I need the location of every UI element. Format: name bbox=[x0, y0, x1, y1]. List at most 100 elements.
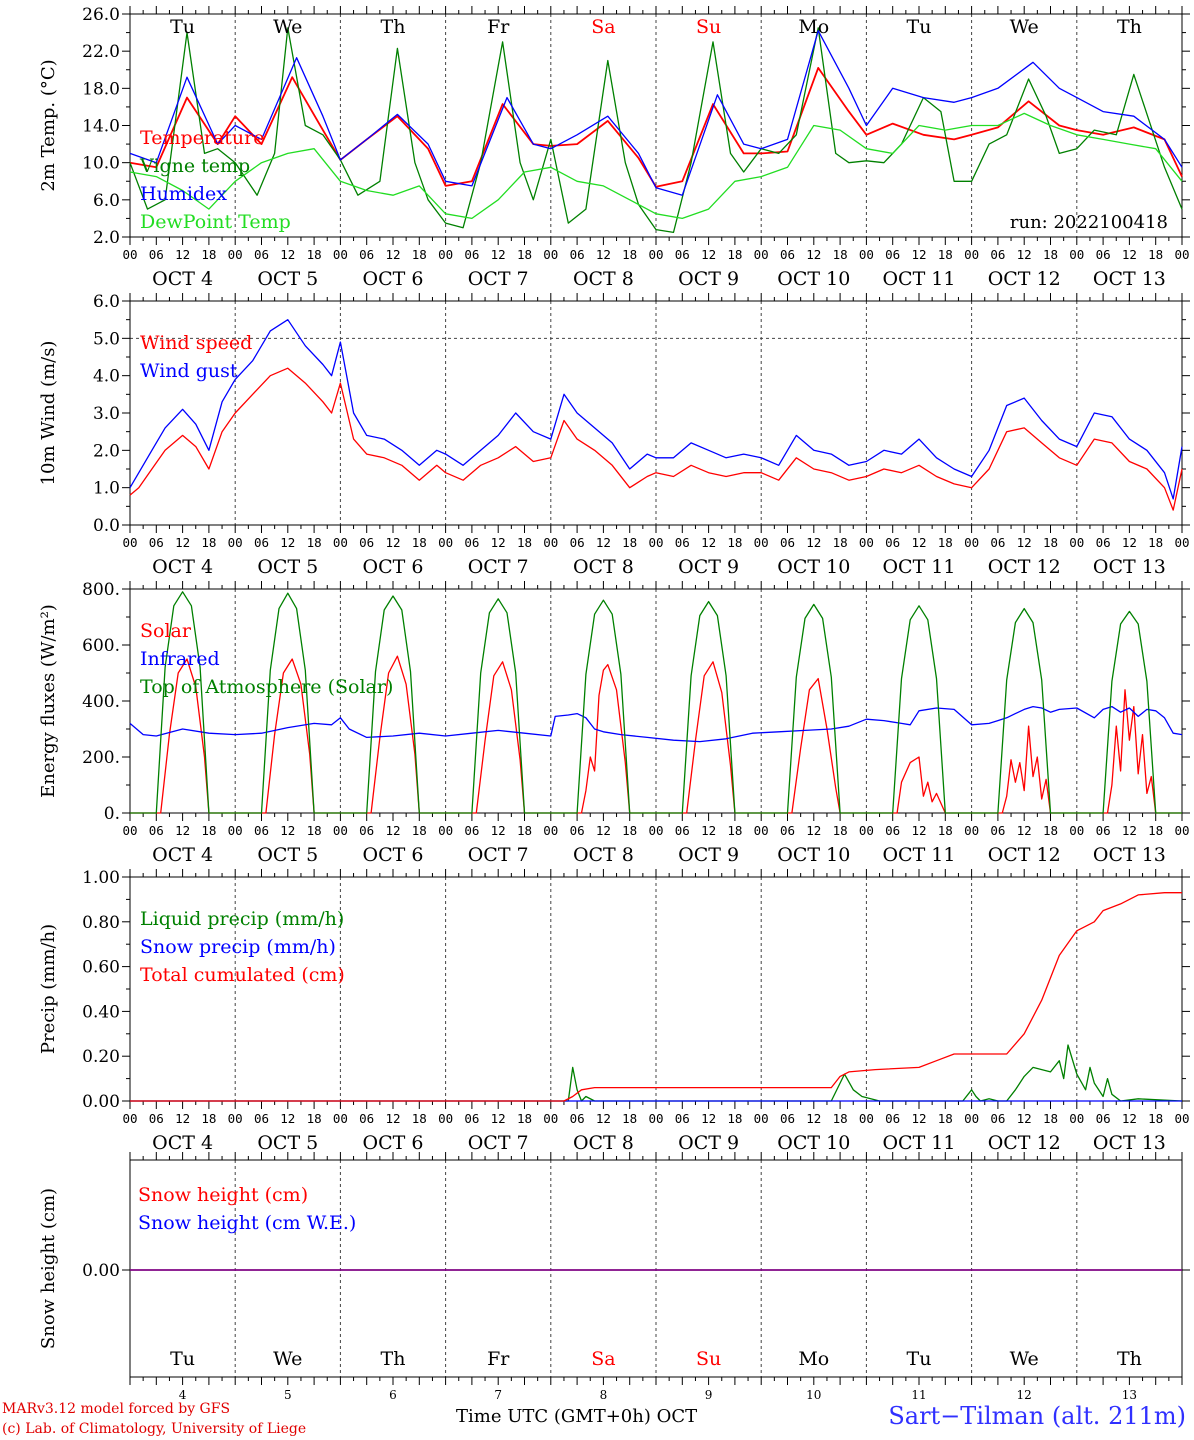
panel-4: 0.00 0.20 0.40 0.60 0.80 1.00 Precip (mm/h) 00 0… bbox=[38, 868, 1190, 1154]
series-line-4-3 bbox=[130, 892, 1182, 1102]
hour-tick-label: 06 bbox=[254, 247, 269, 262]
y-axis-label: 10m Wind (m/s) bbox=[38, 341, 59, 486]
legend-entry: Solar bbox=[140, 620, 192, 642]
hour-tick-label: 18 bbox=[622, 1111, 637, 1126]
hour-tick-label: 06 bbox=[1096, 823, 1111, 838]
legend-entry: Snow precip (mm/h) bbox=[140, 936, 336, 958]
date-label: OCT 5 bbox=[257, 268, 318, 290]
hour-tick-label: 00 bbox=[754, 1111, 769, 1126]
hour-tick-label: 06 bbox=[675, 823, 690, 838]
weekday-label-bottom: We bbox=[1010, 1348, 1039, 1370]
date-label: OCT 10 bbox=[777, 844, 850, 866]
hour-tick-label: 18 bbox=[938, 823, 953, 838]
legend-entry: Snow height (cm W.E.) bbox=[138, 1212, 356, 1234]
day-number-label: 7 bbox=[494, 1388, 502, 1402]
weekday-label-top: Mo bbox=[798, 16, 829, 38]
hour-tick-label: 00 bbox=[438, 823, 453, 838]
weekday-label-top: Th bbox=[1117, 16, 1142, 38]
credit-lab: (c) Lab. of Climatology, University of L… bbox=[2, 1421, 307, 1437]
weekday-label-bottom: Fr bbox=[487, 1348, 510, 1370]
date-label: OCT 6 bbox=[363, 268, 424, 290]
y-tick-label: 400. bbox=[82, 692, 120, 712]
series-line-3-2 bbox=[129, 705, 1183, 743]
hour-tick-label: 00 bbox=[122, 535, 137, 550]
date-label: OCT 9 bbox=[678, 1132, 739, 1154]
hour-tick-label: 06 bbox=[885, 1111, 900, 1126]
y-axis-label: Snow height (cm) bbox=[38, 1188, 59, 1349]
hour-tick-label: 12 bbox=[280, 535, 295, 550]
day-number-label: 6 bbox=[389, 1388, 397, 1402]
date-label: OCT 13 bbox=[1093, 268, 1166, 290]
weekday-label-bottom: Sa bbox=[591, 1348, 615, 1370]
y-axis-label: Energy fluxes (W/m²) bbox=[38, 604, 59, 798]
date-label: OCT 5 bbox=[257, 1132, 318, 1154]
legend-entry: Vigne temp bbox=[139, 155, 250, 177]
date-label: OCT 8 bbox=[573, 844, 634, 866]
hour-tick-label: 12 bbox=[175, 823, 190, 838]
y-tick-label: 3.0 bbox=[93, 404, 120, 424]
hour-tick-label: 06 bbox=[885, 247, 900, 262]
date-label: OCT 5 bbox=[257, 844, 318, 866]
date-label: OCT 12 bbox=[988, 268, 1061, 290]
hour-tick-label: 00 bbox=[333, 535, 348, 550]
date-label: OCT 12 bbox=[988, 844, 1061, 866]
hour-tick-label: 00 bbox=[228, 823, 243, 838]
date-label: OCT 8 bbox=[573, 268, 634, 290]
y-tick-label: 26.0 bbox=[82, 5, 120, 25]
y-tick-label: 0.80 bbox=[82, 913, 120, 933]
hour-tick-label: 18 bbox=[201, 247, 216, 262]
hour-tick-label: 06 bbox=[359, 823, 374, 838]
date-label: OCT 13 bbox=[1093, 844, 1166, 866]
hour-tick-label: 18 bbox=[938, 535, 953, 550]
weekday-label-bottom: Th bbox=[1117, 1348, 1142, 1370]
hour-tick-label: 12 bbox=[1122, 247, 1137, 262]
hour-tick-label: 18 bbox=[1043, 247, 1058, 262]
date-label: OCT 10 bbox=[777, 1132, 850, 1154]
hour-tick-label: 00 bbox=[859, 823, 874, 838]
hour-tick-label: 06 bbox=[464, 1111, 479, 1126]
hour-tick-label: 12 bbox=[175, 535, 190, 550]
date-label: OCT 11 bbox=[882, 268, 955, 290]
hour-tick-label: 06 bbox=[464, 247, 479, 262]
hour-tick-label: 12 bbox=[280, 247, 295, 262]
hour-tick-label: 12 bbox=[175, 1111, 190, 1126]
hour-tick-label: 00 bbox=[1069, 1111, 1084, 1126]
hour-tick-label: 18 bbox=[727, 823, 742, 838]
hour-tick-label: 18 bbox=[307, 1111, 322, 1126]
hour-tick-label: 12 bbox=[911, 1111, 926, 1126]
series-line-3-3 bbox=[130, 591, 1182, 814]
date-label: OCT 7 bbox=[468, 844, 529, 866]
y-tick-label: 18.0 bbox=[82, 79, 120, 99]
hour-tick-label: 00 bbox=[1174, 247, 1189, 262]
hour-tick-label: 06 bbox=[675, 247, 690, 262]
weekday-label-bottom: Mo bbox=[798, 1348, 829, 1370]
panel-1: 2.0 6.0 10.0 14.0 18.0 22.0 26.0 2m Temp. (°C) 0… bbox=[38, 5, 1190, 290]
hour-tick-label: 00 bbox=[438, 535, 453, 550]
weekday-label-top: Tu bbox=[907, 16, 932, 38]
date-label: OCT 9 bbox=[678, 556, 739, 578]
hour-tick-label: 12 bbox=[491, 535, 506, 550]
hour-tick-label: 18 bbox=[727, 1111, 742, 1126]
hour-tick-label: 18 bbox=[517, 1111, 532, 1126]
hour-tick-label: 06 bbox=[254, 1111, 269, 1126]
day-number-label: 4 bbox=[179, 1388, 187, 1402]
hour-tick-label: 18 bbox=[727, 535, 742, 550]
hour-tick-label: 18 bbox=[517, 535, 532, 550]
y-tick-label: 0.00 bbox=[82, 1092, 120, 1112]
hour-tick-label: 00 bbox=[333, 1111, 348, 1126]
date-label: OCT 7 bbox=[468, 556, 529, 578]
date-label: OCT 7 bbox=[468, 1132, 529, 1154]
hour-tick-label: 12 bbox=[806, 823, 821, 838]
hour-tick-label: 06 bbox=[990, 1111, 1005, 1126]
y-tick-label: 6.0 bbox=[93, 191, 120, 211]
hour-tick-label: 18 bbox=[201, 535, 216, 550]
weekday-label-bottom: Tu bbox=[907, 1348, 932, 1370]
legend-entry: Temperature bbox=[140, 127, 264, 149]
hour-tick-label: 18 bbox=[833, 1111, 848, 1126]
hour-tick-label: 12 bbox=[806, 247, 821, 262]
date-label: OCT 10 bbox=[777, 556, 850, 578]
hour-tick-label: 06 bbox=[149, 535, 164, 550]
credit-model: MARv3.12 model forced by GFS bbox=[2, 1401, 231, 1417]
hour-tick-label: 12 bbox=[701, 1111, 716, 1126]
